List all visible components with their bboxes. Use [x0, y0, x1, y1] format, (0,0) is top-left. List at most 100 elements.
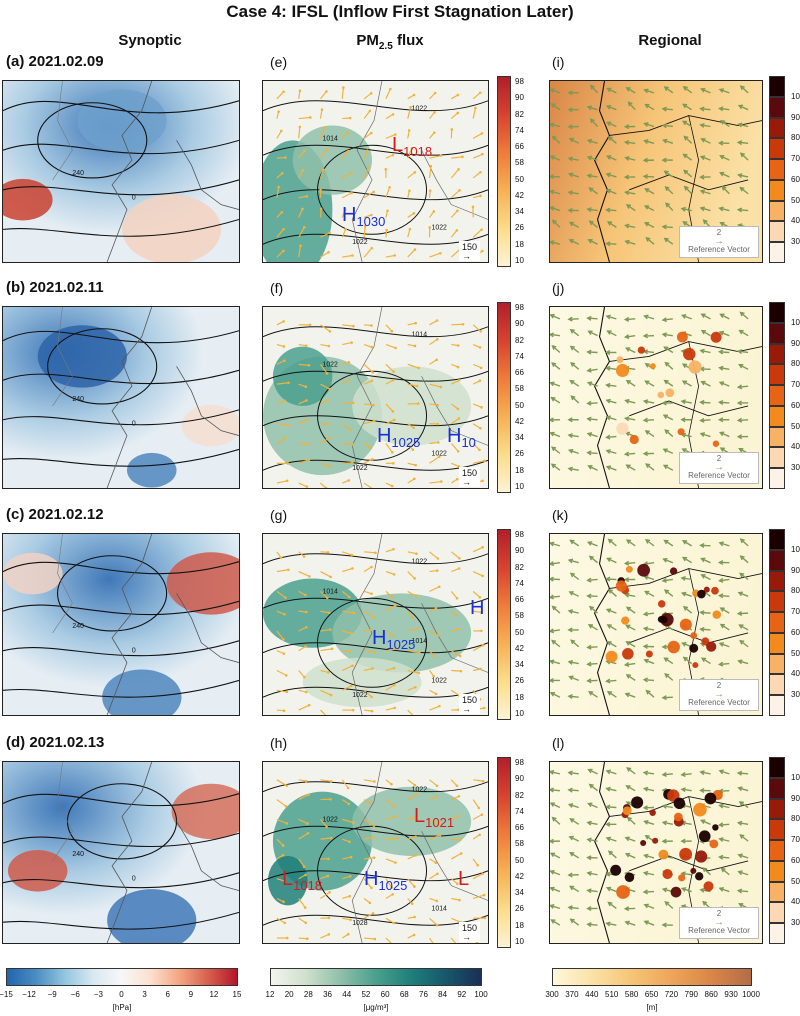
flux-vector — [276, 897, 285, 904]
flux-vector — [472, 170, 482, 179]
colorbar-tick: 98 — [515, 77, 524, 86]
flux-vector — [298, 793, 310, 801]
flux-vector — [363, 379, 374, 385]
flux-vector — [298, 571, 311, 578]
colorbar-tick: 50 — [791, 648, 800, 658]
wind-vector — [736, 400, 749, 406]
colorbar-cell — [769, 902, 785, 924]
wind-vector — [663, 589, 674, 597]
wind-vector — [661, 803, 673, 809]
flux-vector — [320, 551, 330, 554]
isobar-label: 1014 — [412, 332, 428, 339]
flux-vector — [472, 443, 481, 452]
wind-vector — [718, 330, 730, 337]
flux-vector — [363, 590, 373, 596]
flux-vector — [472, 344, 482, 349]
wind-vector — [550, 852, 561, 859]
pm25-flux-map: 1022 1014 1022 1022 1014 — [262, 533, 489, 716]
colorbar-tick: 36 — [323, 990, 332, 999]
wind-vector — [739, 186, 749, 195]
colorbar-tick: 60 — [791, 174, 800, 184]
flux-vector — [342, 341, 353, 346]
flux-vector — [429, 689, 438, 696]
flux-vector — [298, 937, 309, 941]
flux-vector — [385, 647, 399, 652]
flux-vector — [407, 227, 412, 238]
flux-vector — [319, 188, 322, 198]
isobar — [263, 642, 488, 654]
wind-vector — [681, 380, 693, 387]
flux-vector — [407, 248, 417, 258]
geopotential-contour — [37, 102, 148, 179]
wind-vector — [567, 659, 579, 665]
colorbar-tick: 50 — [791, 876, 800, 886]
wind-vector — [551, 605, 561, 614]
wind-vector — [623, 334, 636, 340]
wind-vector — [681, 540, 693, 547]
flux-vector — [428, 164, 433, 178]
flux-vector — [342, 664, 354, 672]
flux-vector — [298, 207, 304, 218]
wind-vector — [739, 555, 749, 564]
wind-vector — [550, 802, 561, 809]
colorbar-tick: 82 — [515, 109, 524, 119]
high-pressure-label: H10 — [447, 425, 476, 450]
flux-vector — [341, 590, 351, 599]
flux-vector — [320, 818, 328, 829]
wind-vector — [680, 591, 692, 597]
flux-vector — [276, 878, 286, 883]
colorbar-tick: 930 — [724, 990, 738, 999]
flux-vector — [385, 858, 397, 864]
flux-vector — [342, 684, 353, 691]
wind-vector — [642, 786, 655, 792]
wind-vector — [550, 838, 560, 844]
isobar-label: 1014 — [412, 638, 428, 645]
flux-vector — [472, 106, 477, 119]
colorbar-unit: [m] — [646, 1003, 658, 1012]
flux-vector — [276, 551, 283, 560]
panel-date-label: (d) 2021.02.13 — [6, 734, 105, 751]
wind-vector — [550, 541, 561, 547]
geopotential-contour — [3, 911, 239, 930]
wind-vector — [719, 313, 730, 320]
flux-vector — [298, 418, 309, 425]
figure-title: Case 4: IFSL (Inflow First Stagnation La… — [226, 2, 574, 21]
colorbar-cell — [769, 405, 785, 427]
coastline — [351, 307, 383, 488]
wind-vector — [683, 169, 693, 178]
reference-vector-label: Reference Vector — [688, 244, 750, 254]
wind-vector — [567, 190, 579, 196]
flux-vector — [298, 195, 309, 199]
flux-vector — [363, 224, 367, 238]
wind-vector — [550, 869, 561, 876]
station-pm25-dot — [657, 391, 665, 399]
flux-vector — [429, 670, 435, 678]
wind-vector — [680, 838, 692, 844]
isobar-label: 1022 — [412, 106, 428, 113]
flux-vector — [472, 132, 484, 139]
colorbar-cell — [769, 200, 785, 222]
wind-vector — [606, 624, 617, 631]
flux-vector — [320, 90, 328, 100]
flux-vector — [385, 462, 395, 465]
wind-vector — [550, 659, 561, 665]
wind-vector — [569, 572, 580, 581]
reference-vector-box: 2 → Reference Vector — [679, 679, 759, 711]
station-pm25-dot — [674, 812, 683, 822]
wind-vector — [645, 463, 655, 471]
wind-vector — [642, 333, 655, 339]
wind-vector — [663, 657, 674, 665]
wind-vector — [623, 662, 636, 667]
flux-vector — [385, 344, 397, 350]
wind-vector — [605, 155, 617, 161]
flux-vector — [364, 403, 375, 407]
wind-vector — [680, 787, 692, 793]
flux-vector — [451, 708, 460, 712]
flux-vector — [407, 590, 418, 598]
flux-vector — [342, 324, 355, 328]
colorbar-tick: 82 — [515, 335, 524, 345]
flux-vector — [363, 610, 376, 619]
wind-vector — [623, 416, 636, 422]
wind-vector — [739, 834, 749, 842]
flux-vector — [298, 670, 306, 679]
